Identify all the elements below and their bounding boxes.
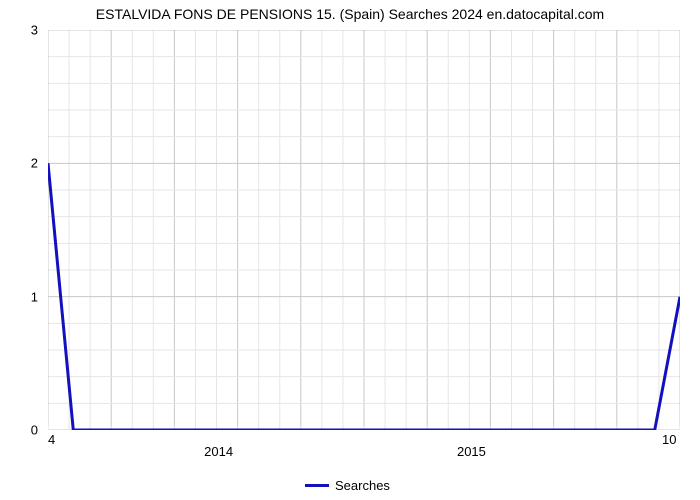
y-tick-label: 3 (8, 23, 38, 38)
chart-title: ESTALVIDA FONS DE PENSIONS 15. (Spain) S… (0, 6, 700, 22)
chart-container: ESTALVIDA FONS DE PENSIONS 15. (Spain) S… (0, 0, 700, 500)
y-tick-label: 0 (8, 423, 38, 438)
y-tick-label: 1 (8, 289, 38, 304)
x-tick-label: 2014 (204, 444, 233, 459)
x-axis-extreme-right: 10 (662, 432, 676, 447)
chart-plot-svg (48, 30, 680, 430)
legend-swatch (305, 484, 329, 487)
legend-label: Searches (335, 478, 390, 493)
legend: Searches (305, 478, 390, 493)
x-axis-extreme-left: 4 (48, 432, 55, 447)
y-tick-label: 2 (8, 156, 38, 171)
x-tick-label: 2015 (457, 444, 486, 459)
